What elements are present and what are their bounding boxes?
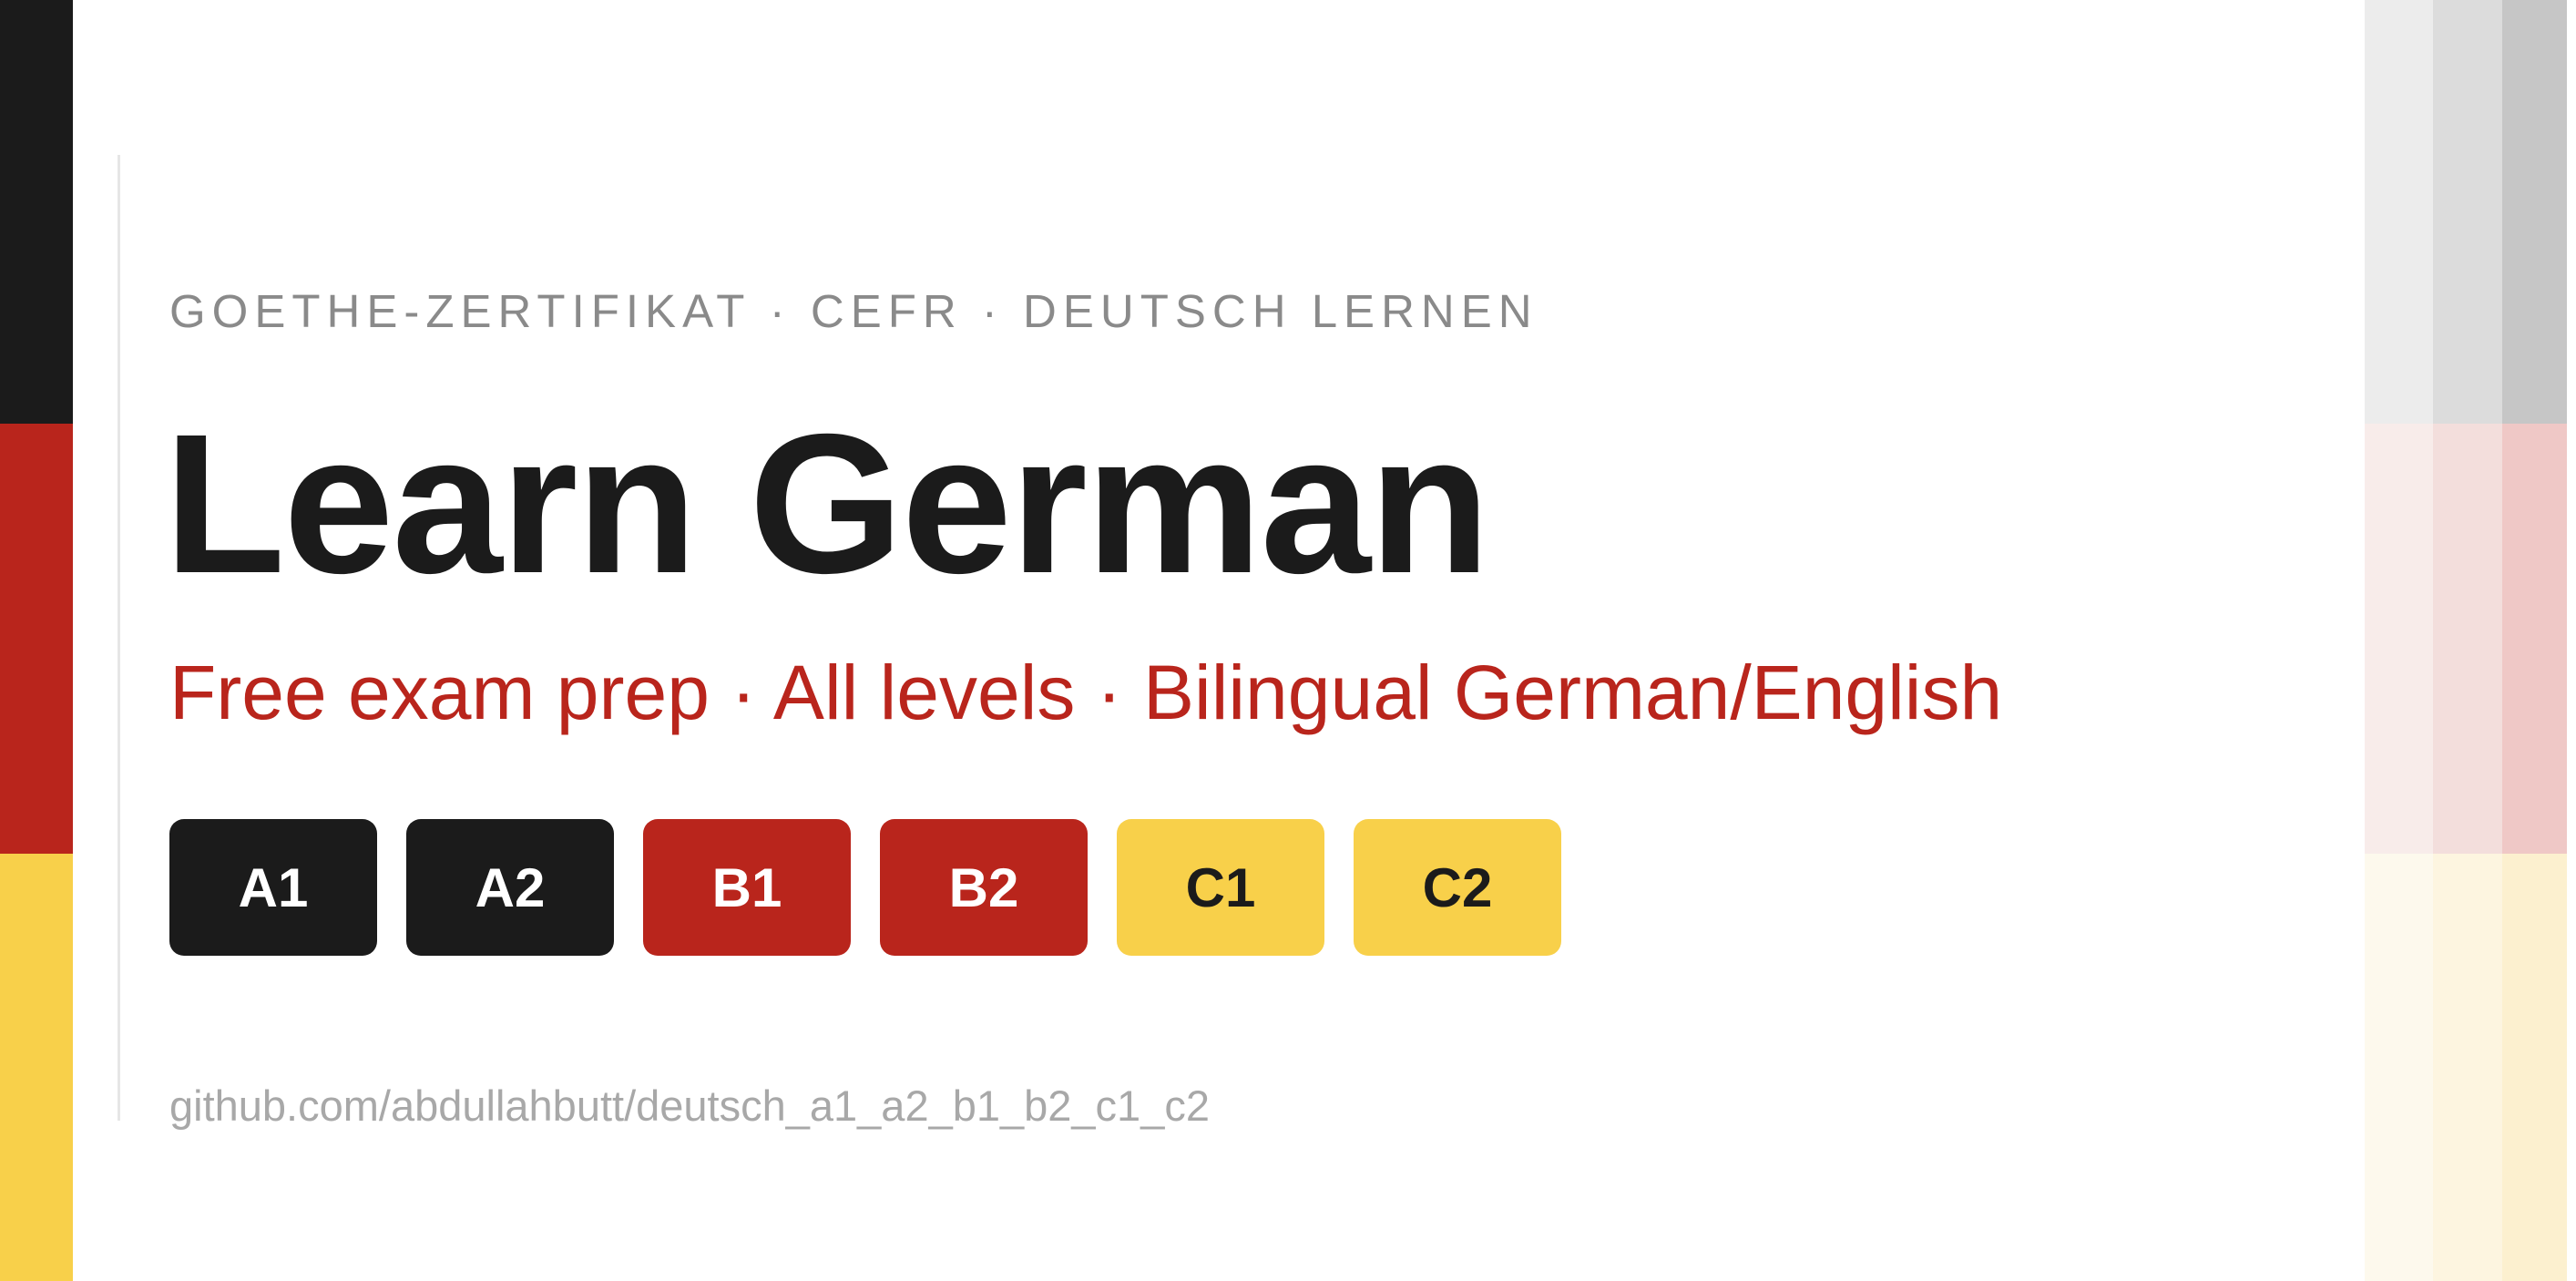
page-title: Learn German — [164, 394, 1490, 615]
flag-stripe-gold — [0, 854, 73, 1281]
stripe-red-3 — [2502, 424, 2567, 854]
stripe-gold-1 — [2365, 854, 2433, 1281]
badge-a2: A2 — [406, 819, 614, 956]
stripe-gold-3 — [2502, 854, 2567, 1281]
level-badges: A1 A2 B1 B2 C1 C2 — [169, 819, 1561, 956]
stripe-black-1 — [2365, 0, 2433, 424]
badge-c2: C2 — [1354, 819, 1561, 956]
badge-a1: A1 — [169, 819, 377, 956]
stripe-red-1 — [2365, 424, 2433, 854]
stripe-gold-2 — [2433, 854, 2502, 1281]
tagline: Free exam prep · All levels · Bilingual … — [169, 650, 2003, 735]
flag-stripe-red — [0, 424, 73, 854]
stripe-black-2 — [2433, 0, 2502, 424]
badge-b1: B1 — [643, 819, 851, 956]
stripe-black-3 — [2502, 0, 2567, 424]
divider-line — [118, 155, 120, 1121]
eyebrow-text: GOETHE-ZERTIFIKAT · CEFR · DEUTSCH LERNE… — [169, 285, 1538, 337]
stripe-red-2 — [2433, 424, 2502, 854]
badge-c1: C1 — [1117, 819, 1324, 956]
badge-b2: B2 — [880, 819, 1088, 956]
flag-stripe-black — [0, 0, 73, 424]
repo-url: github.com/abdullahbutt/deutsch_a1_a2_b1… — [169, 1081, 1210, 1130]
